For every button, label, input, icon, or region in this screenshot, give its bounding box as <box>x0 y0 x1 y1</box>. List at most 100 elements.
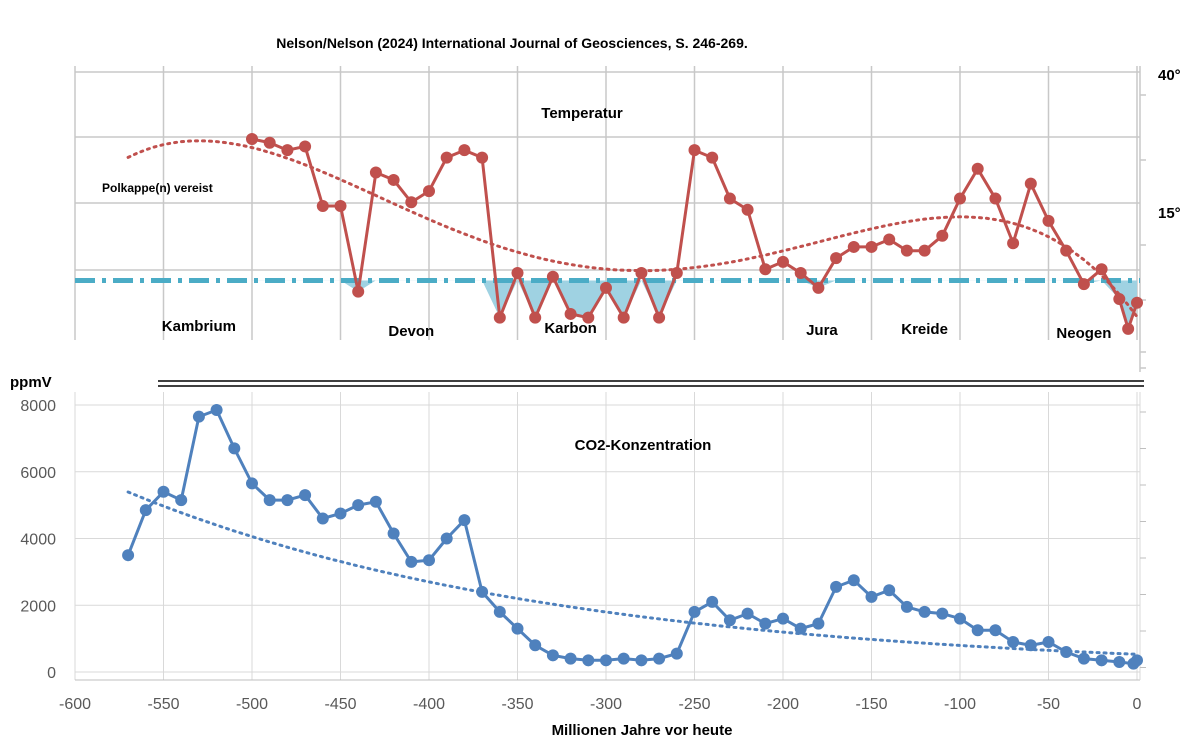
temperature-trendline <box>126 139 1139 319</box>
co2-points <box>122 404 1143 670</box>
co2-point <box>812 617 825 630</box>
temperature-title: Temperatur <box>541 105 623 122</box>
temperature-point <box>405 196 418 209</box>
co2-point <box>900 600 913 613</box>
co2-point <box>600 654 612 667</box>
temperature-point <box>564 307 577 320</box>
period-label-devon: Devon <box>388 323 434 340</box>
co2-point <box>263 494 276 507</box>
co2-point <box>759 617 772 630</box>
temperature-point <box>246 133 258 145</box>
period-label-kreide: Kreide <box>901 321 948 338</box>
co2-point <box>847 574 860 587</box>
co2-x-tick: -350 <box>501 696 533 713</box>
co2-point <box>352 499 365 512</box>
temperature-point <box>546 270 559 283</box>
co2-point <box>511 622 524 635</box>
co2-point <box>1077 652 1090 665</box>
temperature-point <box>794 267 807 279</box>
co2-point <box>369 495 382 508</box>
temperature-point <box>281 144 294 157</box>
co2-point <box>653 652 666 665</box>
co2-point <box>723 614 736 627</box>
co2-point <box>706 595 719 608</box>
temperature-point <box>830 252 843 265</box>
co2-point <box>281 494 294 507</box>
co2-point <box>175 494 188 507</box>
period-label-jura: Jura <box>806 322 838 339</box>
co2-x-tick: -50 <box>1037 696 1060 713</box>
co2-point <box>617 652 630 665</box>
temperature-point <box>670 267 683 279</box>
co2-point <box>989 624 1002 637</box>
temperature-point <box>759 263 772 276</box>
temperature-point <box>777 255 789 268</box>
co2-point <box>971 624 984 637</box>
co2-point <box>405 555 418 568</box>
temperature-point <box>741 203 754 216</box>
co2-point <box>688 605 701 618</box>
co2-x-tick: -250 <box>678 696 710 713</box>
temperature-point <box>476 151 489 164</box>
temperature-point <box>812 281 825 294</box>
temperature-point <box>582 311 595 324</box>
co2-right-axis-ticks <box>1140 411 1146 668</box>
temperature-point <box>1077 278 1090 291</box>
temperature-points <box>246 133 1143 335</box>
temperature-point <box>971 162 984 175</box>
temperature-point <box>1007 237 1020 250</box>
temp-tick-40: 40° <box>1158 67 1181 84</box>
temperature-point <box>600 281 612 294</box>
co2-point <box>546 649 559 662</box>
temperature-point <box>1113 293 1126 306</box>
co2-point <box>316 512 329 525</box>
co2-y-tick: 0 <box>47 665 56 682</box>
co2-x-tick-labels: -600 -550 -500 -450 -400 -350 -300 -250 -200 -150… <box>59 696 1142 713</box>
temperature-point <box>865 240 878 253</box>
period-label-neogen: Neogen <box>1056 325 1111 342</box>
co2-point <box>1095 654 1108 667</box>
co2-point <box>1024 639 1037 652</box>
temperature-point <box>440 151 453 164</box>
geologic-period-labels: Kambrium Devon Karbon Jura Kreide Neogen <box>162 318 1112 342</box>
co2-point <box>1113 655 1126 668</box>
co2-x-tick: 0 <box>1133 696 1142 713</box>
temperature-series-line <box>251 137 1139 334</box>
co2-x-tick: -200 <box>767 696 799 713</box>
temperature-point <box>723 192 736 205</box>
co2-x-tick: -600 <box>59 696 91 713</box>
co2-grid <box>74 392 1141 681</box>
temperature-point <box>493 311 506 324</box>
temperature-point <box>529 311 542 324</box>
co2-point <box>192 410 205 423</box>
period-label-kambrium: Kambrium <box>162 318 236 335</box>
temperature-point <box>334 200 347 212</box>
co2-point <box>1131 654 1143 667</box>
co2-x-tick: -400 <box>413 696 445 713</box>
temperature-panel: Temperatur Polkappe(n) vereist 40° 15° K… <box>74 66 1181 372</box>
co2-point <box>387 527 400 540</box>
temperature-point <box>936 229 949 242</box>
co2-point <box>865 590 878 603</box>
co2-point <box>157 485 170 498</box>
temperature-point <box>1060 244 1073 257</box>
temperature-point <box>688 144 701 157</box>
temperature-point <box>1131 296 1143 309</box>
co2-point <box>139 504 152 517</box>
co2-y-tick: 4000 <box>20 532 56 549</box>
polar-ice-annotation: Polkappe(n) vereist <box>102 181 213 195</box>
co2-point <box>883 584 896 597</box>
temperature-point <box>1122 322 1135 335</box>
co2-point <box>458 514 471 527</box>
co2-point <box>529 639 542 652</box>
co2-point <box>493 605 506 618</box>
co2-x-tick: -300 <box>590 696 622 713</box>
co2-y-tick: 6000 <box>20 465 56 482</box>
source-citation: Nelson/Nelson (2024) International Journ… <box>276 35 748 51</box>
temperature-point <box>1024 177 1037 190</box>
co2-point <box>936 607 949 620</box>
co2-x-tick: -150 <box>855 696 887 713</box>
temperature-point <box>989 192 1002 205</box>
